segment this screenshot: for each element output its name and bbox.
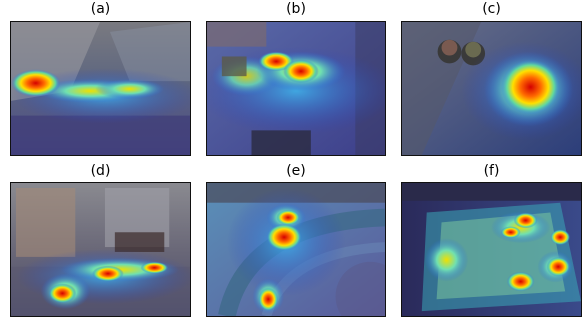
panel-e: (e) [206,160,386,321]
panel-c: (c) [401,0,582,160]
panel-a: (a) [10,0,191,160]
panel-label: (e) [286,163,306,179]
heatmap-image-a [10,21,191,156]
panel-b: (b) [206,0,386,160]
panel-d: (d) [10,160,191,321]
heatmap-image-e [206,182,386,317]
heatmap-image-f [401,182,582,317]
panel-label: (c) [482,1,501,17]
heatmap-image-c [401,21,582,156]
heatmap-image-b [206,21,386,156]
panel-label: (d) [90,163,111,179]
panel-label: (f) [483,163,500,179]
panel-f: (f) [401,160,582,321]
panel-label: (b) [286,1,306,17]
panel-label: (a) [90,1,111,17]
heatmap-image-d [10,182,191,317]
